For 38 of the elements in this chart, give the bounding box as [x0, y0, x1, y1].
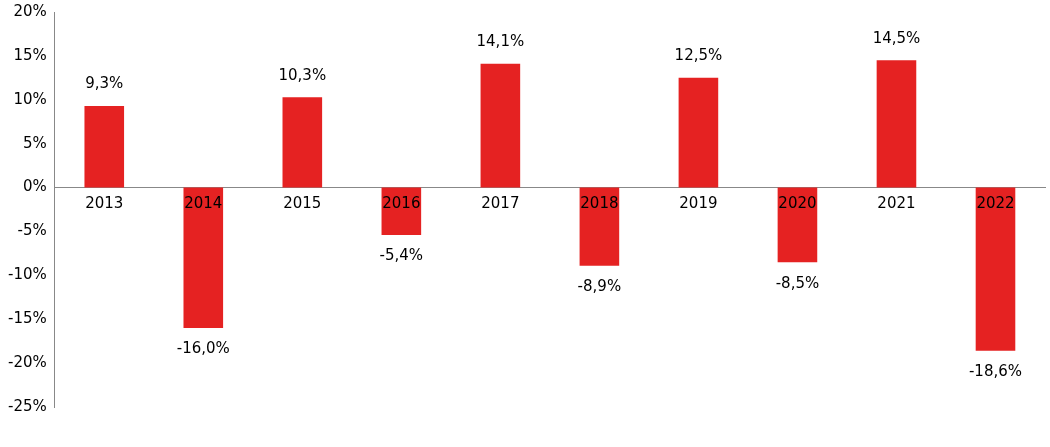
x-tick-label: 2015	[283, 193, 322, 212]
data-label: -16,0%	[176, 339, 230, 358]
bar	[84, 105, 125, 188]
y-tick-label: 5%	[22, 133, 47, 152]
bar	[282, 97, 323, 188]
x-tick-label: 2017	[481, 193, 520, 212]
y-tick-label: 20%	[13, 1, 47, 20]
bar	[480, 63, 521, 188]
y-tick-label: -15%	[7, 309, 47, 328]
y-tick-label: 15%	[13, 45, 47, 64]
data-label: 10,3%	[278, 65, 327, 84]
x-tick-label: 2018	[580, 193, 619, 212]
bar	[975, 187, 1016, 351]
data-label: -5,4%	[379, 246, 424, 265]
data-label: -8,9%	[577, 277, 622, 296]
x-tick-label: 2014	[184, 193, 223, 212]
data-label: 12,5%	[674, 46, 723, 65]
bar	[579, 187, 620, 266]
x-tick-label: 2021	[877, 193, 916, 212]
y-tick-label: -25%	[7, 396, 47, 415]
data-label: -8,5%	[775, 273, 820, 292]
y-tick-label: -10%	[7, 265, 47, 284]
bar	[678, 77, 719, 188]
data-label: 14,5%	[872, 28, 921, 47]
bar	[876, 60, 917, 188]
data-label: 14,1%	[476, 32, 525, 51]
x-tick-label: 2019	[679, 193, 718, 212]
bar	[183, 187, 224, 328]
y-tick-label: -20%	[7, 353, 47, 371]
data-label: 9,3%	[85, 74, 124, 93]
y-tick-label: 0%	[22, 177, 47, 196]
data-label: -18,6%	[968, 362, 1023, 381]
y-tick-label: 10%	[13, 89, 47, 108]
x-tick-label: 2022	[976, 193, 1015, 212]
x-tick-label: 2013	[85, 193, 124, 212]
x-tick-label: 2020	[778, 193, 817, 212]
y-tick-label: -5%	[17, 221, 47, 240]
x-tick-label: 2016	[382, 193, 421, 212]
